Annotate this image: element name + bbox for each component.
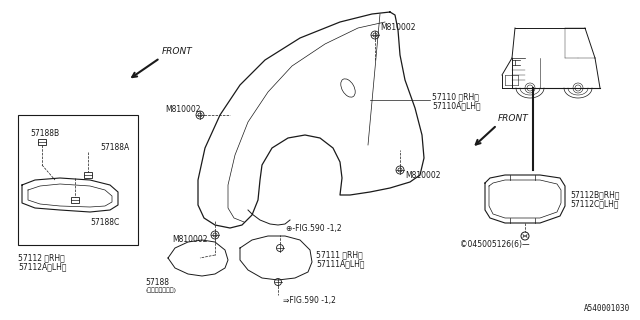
Text: 57112 〈RH〉: 57112 〈RH〉 — [18, 253, 65, 262]
Text: 57111 〈RH〉: 57111 〈RH〉 — [316, 251, 363, 260]
Text: FRONT: FRONT — [162, 47, 193, 56]
Bar — [84, 172, 92, 178]
Text: A540001030: A540001030 — [584, 304, 630, 313]
Text: 57110A〈LH〉: 57110A〈LH〉 — [432, 101, 481, 110]
Text: M810002: M810002 — [165, 106, 200, 115]
Text: (ナット取り付け): (ナット取り付け) — [145, 287, 176, 292]
Text: FRONT: FRONT — [498, 114, 529, 123]
Bar — [18, 115, 138, 245]
Text: 57112C〈LH〉: 57112C〈LH〉 — [570, 199, 618, 209]
Text: 57112B〈RH〉: 57112B〈RH〉 — [570, 190, 620, 199]
Text: 57188: 57188 — [145, 278, 169, 287]
Text: 57188C: 57188C — [90, 218, 119, 227]
Text: ⊕-FIG.590 -1,2: ⊕-FIG.590 -1,2 — [286, 223, 342, 233]
Text: M810002: M810002 — [380, 23, 415, 33]
Bar — [71, 197, 79, 203]
Text: 57111A〈LH〉: 57111A〈LH〉 — [316, 260, 365, 268]
Text: 57112A〈LH〉: 57112A〈LH〉 — [18, 262, 67, 271]
Bar — [38, 139, 46, 145]
Text: ⇒FIG.590 -1,2: ⇒FIG.590 -1,2 — [283, 295, 336, 305]
Text: 57188A: 57188A — [100, 143, 129, 153]
Text: ©045005126(6)—: ©045005126(6)— — [460, 241, 530, 250]
Text: 57110 〈RH〉: 57110 〈RH〉 — [432, 92, 479, 101]
Text: 57188B: 57188B — [30, 129, 59, 138]
Text: M810002: M810002 — [405, 171, 440, 180]
Text: M810002: M810002 — [172, 236, 207, 244]
